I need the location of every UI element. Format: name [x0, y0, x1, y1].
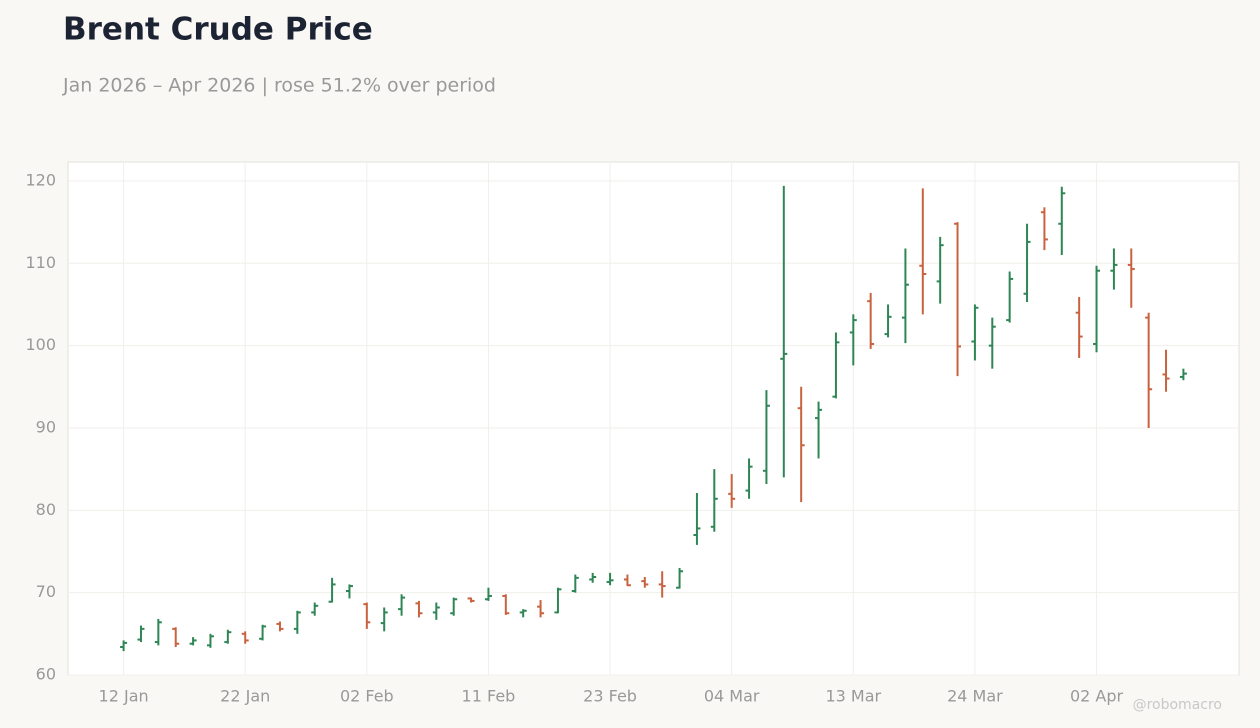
y-tick-label: 80	[36, 500, 56, 519]
chart-subtitle: Jan 2026 – Apr 2026 | rose 51.2% over pe…	[62, 75, 496, 97]
chart-title: Brent Crude Price	[63, 12, 373, 48]
y-tick-label: 90	[36, 417, 56, 436]
x-tick-label: 13 Mar	[825, 687, 881, 706]
x-tick-label: 12 Jan	[99, 687, 149, 706]
y-tick-label: 110	[25, 253, 56, 272]
x-tick-label: 02 Apr	[1070, 687, 1124, 706]
x-tick-label: 22 Jan	[220, 687, 270, 706]
x-tick-label: 23 Feb	[583, 687, 637, 706]
watermark: @robomacro	[1133, 697, 1222, 713]
y-tick-label: 70	[36, 582, 56, 601]
x-tick-label: 02 Feb	[340, 687, 394, 706]
x-tick-label: 11 Feb	[462, 687, 516, 706]
x-tick-label: 04 Mar	[704, 687, 760, 706]
plot-area	[67, 161, 1240, 676]
x-tick-label: 24 Mar	[947, 687, 1003, 706]
y-tick-label: 60	[36, 665, 56, 684]
y-tick-label: 120	[25, 170, 56, 189]
y-tick-label: 100	[25, 335, 56, 354]
